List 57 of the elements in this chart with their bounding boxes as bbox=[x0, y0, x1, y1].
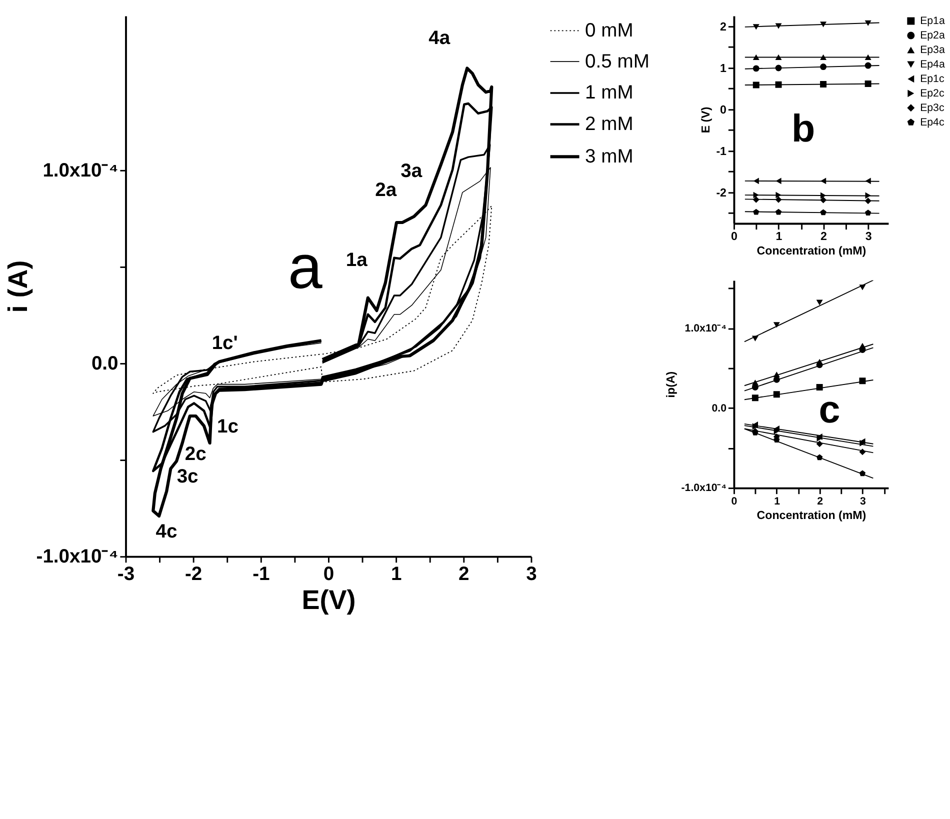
x-tick-label: 2 bbox=[820, 231, 827, 244]
y-tick-label: 0.0 bbox=[91, 354, 118, 375]
y-tick-label: -2 bbox=[716, 187, 726, 200]
y-tick-label: 1.0x10⁻⁴ bbox=[684, 322, 726, 335]
legend-label: Ep3a bbox=[920, 44, 945, 56]
annotation: c bbox=[818, 388, 840, 432]
legend-label: Ep2a bbox=[920, 29, 945, 42]
annotation: 3c bbox=[176, 466, 199, 488]
legend-label: 3 mM bbox=[585, 146, 634, 168]
x-tick-label: 0 bbox=[730, 231, 738, 244]
legend-label: Ep4a bbox=[920, 58, 945, 70]
x-axis-title: Concentration (mM) bbox=[756, 246, 866, 258]
y-axis-title: i (A) bbox=[2, 260, 33, 313]
y-tick-label: 1.0x10⁻⁴ bbox=[42, 160, 118, 182]
y-axis-title: E (V) bbox=[700, 106, 712, 134]
x-tick-label: 0 bbox=[731, 496, 738, 508]
annotation: 4c bbox=[156, 521, 178, 542]
y-tick-label: 0.0 bbox=[712, 402, 727, 414]
y-tick-label: -1 bbox=[716, 146, 728, 158]
annotation: 2c bbox=[184, 444, 207, 465]
x-tick-label: 3 bbox=[526, 564, 538, 586]
legend-label: Ep2c bbox=[920, 87, 945, 100]
x-tick-label: 2 bbox=[817, 496, 824, 508]
x-tick-label: -3 bbox=[117, 564, 135, 586]
annotation: 1a bbox=[346, 250, 368, 271]
annotation: 4a bbox=[428, 28, 450, 50]
annotation: 1c' bbox=[212, 333, 238, 354]
x-tick-label: 1 bbox=[776, 231, 783, 244]
x-axis-title: Concentration (mM) bbox=[756, 510, 866, 522]
annotation: 3a bbox=[400, 161, 422, 182]
x-tick-label: 1 bbox=[390, 564, 402, 586]
legend-label: Ep4c bbox=[920, 116, 945, 128]
y-tick-label: 0 bbox=[720, 104, 726, 116]
y-tick-label: 2 bbox=[720, 21, 726, 34]
annotation: a bbox=[288, 233, 323, 302]
x-tick-label: 2 bbox=[458, 564, 470, 586]
legend-label: 0.5 mM bbox=[585, 51, 650, 72]
legend-label: 0 mM bbox=[585, 20, 634, 42]
x-tick-label: 0 bbox=[323, 564, 334, 586]
y-tick-label: 1 bbox=[720, 62, 728, 75]
legend-label: 1 mM bbox=[585, 82, 634, 104]
annotation: 1c bbox=[216, 416, 239, 438]
x-tick-label: 3 bbox=[865, 231, 872, 244]
legend-label: 2 mM bbox=[585, 114, 634, 136]
legend-label: Ep1c bbox=[920, 72, 945, 85]
legend-label: Ep1a bbox=[920, 14, 945, 27]
y-axis-title: ip(A) bbox=[666, 371, 678, 398]
annotation: 2a bbox=[375, 180, 397, 202]
y-tick-label: -1.0x10⁻⁴ bbox=[681, 482, 726, 494]
annotation: b bbox=[791, 107, 816, 150]
x-tick-label: 1 bbox=[774, 496, 780, 508]
x-tick-label: -1 bbox=[252, 564, 270, 586]
x-tick-label: 3 bbox=[860, 496, 866, 508]
x-tick-label: -2 bbox=[184, 564, 202, 586]
y-tick-label: -1.0x10⁻⁴ bbox=[36, 546, 118, 568]
legend-label: Ep3c bbox=[920, 102, 945, 114]
x-axis-title: E(V) bbox=[302, 584, 356, 615]
